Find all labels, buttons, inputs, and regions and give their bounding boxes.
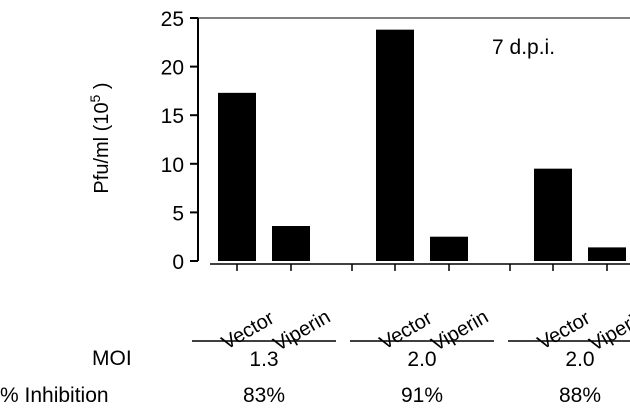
y-axis-label-close: ) xyxy=(91,82,113,94)
annotation-label: 7 d.p.i. xyxy=(492,36,555,59)
x-ticks xyxy=(236,264,608,271)
group-summary-table: MOI % Inhibition 1.3 83% 2.0 91% 2.0 88% xyxy=(0,340,630,407)
bar-vector xyxy=(218,92,256,262)
bar-viperin xyxy=(272,226,310,261)
inhibition-row-label: % Inhibition xyxy=(0,384,109,407)
y-axis-label: Pfu/ml (105 ) xyxy=(87,82,113,193)
bar-vector xyxy=(534,168,572,261)
bars xyxy=(218,29,626,262)
moi-value: 2.0 xyxy=(407,348,436,371)
y-tick-label: 0 xyxy=(172,251,184,274)
bar-viperin xyxy=(588,247,626,261)
moi-value: 1.3 xyxy=(249,348,278,371)
category-label-viperin: Viperin xyxy=(428,306,493,356)
bar-vector xyxy=(376,29,414,261)
inhibition-value: 91% xyxy=(401,384,443,407)
category-label-viperin: Viperin xyxy=(270,306,335,356)
y-axis-label-exponent: 5 xyxy=(87,94,103,102)
moi-row-label: MOI xyxy=(92,347,132,370)
moi-value: 2.0 xyxy=(565,348,594,371)
y-axis-label-main: Pfu/ml (10 xyxy=(91,102,113,193)
y-tick-label: 10 xyxy=(161,154,184,177)
y-ticks: 0 5 10 15 20 25 xyxy=(161,8,198,274)
bar-viperin xyxy=(430,236,468,261)
y-tick-label: 25 xyxy=(161,8,184,31)
y-tick-label: 15 xyxy=(161,105,184,128)
inhibition-value: 83% xyxy=(243,384,285,407)
axes: 0 5 10 15 20 25 xyxy=(161,8,630,274)
y-tick-label: 20 xyxy=(161,57,184,80)
inhibition-value: 88% xyxy=(559,384,601,407)
y-tick-label: 5 xyxy=(172,202,184,225)
